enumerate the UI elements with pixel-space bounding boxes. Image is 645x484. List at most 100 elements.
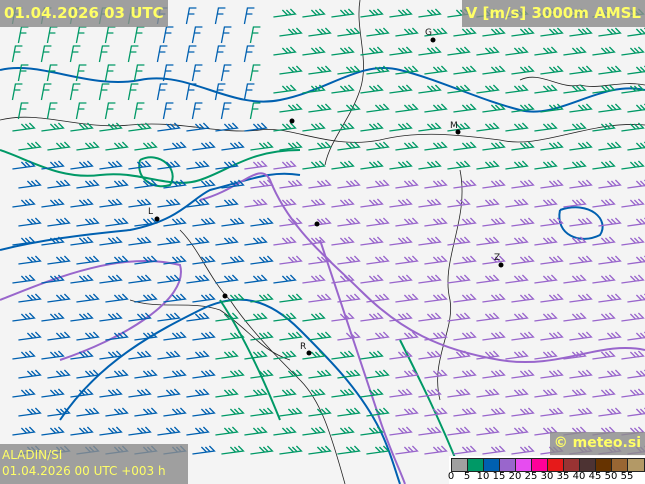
- wind-barb: [186, 388, 210, 398]
- wind-barb: [389, 236, 413, 246]
- wind-barb: [75, 26, 87, 44]
- wind-barb: [308, 255, 332, 265]
- wind-barb: [511, 331, 535, 341]
- wind-barb: [47, 217, 71, 227]
- wind-barb: [366, 407, 390, 417]
- wind-barb: [505, 160, 529, 170]
- wind-barb: [273, 84, 297, 94]
- legend-label: 15: [492, 471, 506, 482]
- wind-barb: [395, 331, 419, 341]
- wind-barb: [157, 274, 181, 284]
- wind-barb: [191, 102, 203, 120]
- wind-barb: [128, 388, 152, 398]
- wind-barb: [41, 274, 65, 284]
- wind-barb: [308, 445, 332, 455]
- wind-barb: [76, 141, 100, 151]
- wind-barb: [598, 407, 622, 417]
- wind-barb: [418, 160, 442, 170]
- wind-barb: [592, 312, 616, 322]
- wind-barb: [540, 103, 564, 113]
- wind-barb: [447, 46, 471, 56]
- wind-barb: [424, 445, 448, 455]
- wind-barb: [192, 369, 216, 379]
- wind-barb: [75, 64, 87, 82]
- wind-barb: [133, 102, 145, 120]
- wind-barb: [447, 388, 471, 398]
- wind-barb: [134, 407, 158, 417]
- model-info: ALADIN/SI 01.04.2026 00 UTC +003 h: [0, 444, 188, 484]
- wind-barb: [186, 274, 210, 284]
- wind-barb: [366, 65, 390, 75]
- wind-barb: [563, 236, 587, 246]
- legend-label: 25: [524, 471, 538, 482]
- wind-barb: [279, 407, 303, 417]
- wind-barb: [18, 179, 42, 189]
- wind-barb: [12, 426, 36, 436]
- wind-barb: [360, 198, 384, 208]
- wind-barb: [540, 65, 564, 75]
- wind-barb: [18, 293, 42, 303]
- wind-barb: [163, 141, 187, 151]
- field-label: V [m/s] 3000m AMSL: [461, 0, 645, 27]
- wind-barb: [331, 160, 355, 170]
- wind-barb: [308, 27, 332, 37]
- wind-barb: [424, 293, 448, 303]
- wind-barb: [220, 64, 232, 82]
- wind-barb: [12, 122, 36, 132]
- wind-barb: [41, 122, 65, 132]
- wind-barb: [569, 255, 593, 265]
- wind-barb: [47, 179, 71, 189]
- wind-barb: [18, 255, 42, 265]
- valid-time-label: 01.04.2026 03 UTC: [0, 0, 168, 27]
- wind-barb: [76, 369, 100, 379]
- wind-barb: [279, 141, 303, 151]
- wind-barb: [17, 26, 29, 44]
- wind-barb: [366, 179, 390, 189]
- wind-barb: [214, 7, 226, 25]
- wind-barb: [308, 369, 332, 379]
- wind-barb: [482, 65, 506, 75]
- wind-barb: [627, 179, 645, 189]
- wind-barb: [482, 27, 506, 37]
- wind-barb: [395, 65, 419, 75]
- wind-barb: [157, 236, 181, 246]
- wind-barb: [592, 198, 616, 208]
- wind-barb: [389, 312, 413, 322]
- city-label: G: [425, 28, 432, 38]
- wind-barb: [331, 122, 355, 132]
- wind-barb: [273, 350, 297, 360]
- wind-barb: [331, 84, 355, 94]
- wind-barb: [621, 84, 645, 94]
- wind-barb: [220, 102, 232, 120]
- wind-barb: [12, 274, 36, 284]
- wind-barb: [360, 312, 384, 322]
- city-dot: [314, 221, 320, 227]
- wind-barb: [389, 8, 413, 18]
- wind-barb: [476, 198, 500, 208]
- wind-barb: [99, 388, 123, 398]
- wind-barb: [250, 407, 274, 417]
- wind-barb: [511, 445, 535, 455]
- wind-barb: [134, 331, 158, 341]
- wind-barb: [627, 65, 645, 75]
- wind-barb: [185, 7, 197, 25]
- wind-barb: [221, 217, 245, 227]
- wind-barb: [331, 46, 355, 56]
- wind-barb: [70, 122, 94, 132]
- wind-barb: [163, 369, 187, 379]
- wind-barb: [331, 426, 355, 436]
- wind-barb: [215, 122, 239, 132]
- wind-barb: [302, 8, 326, 18]
- wind-barb: [302, 122, 326, 132]
- wind-barb: [563, 350, 587, 360]
- wind-barb: [331, 236, 355, 246]
- wind-barb: [128, 236, 152, 246]
- wind-barb: [505, 274, 529, 284]
- wind-barb: [511, 103, 535, 113]
- wind-barb: [534, 46, 558, 56]
- wind-barb: [215, 236, 239, 246]
- wind-barb: [162, 26, 174, 44]
- wind-barb: [424, 141, 448, 151]
- wind-barb: [337, 445, 361, 455]
- wind-barb: [447, 312, 471, 322]
